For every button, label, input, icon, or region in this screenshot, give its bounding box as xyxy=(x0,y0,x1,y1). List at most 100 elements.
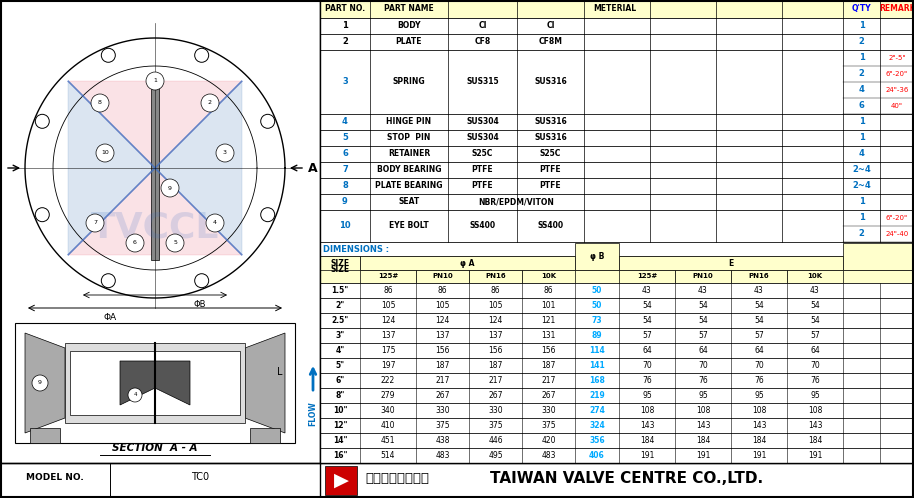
Text: ▶: ▶ xyxy=(334,471,348,490)
Text: BODY: BODY xyxy=(398,21,420,30)
Circle shape xyxy=(128,388,142,402)
Bar xyxy=(320,146,914,162)
Text: MODEL NO.: MODEL NO. xyxy=(27,473,84,482)
Text: 105: 105 xyxy=(435,301,450,310)
Text: 191: 191 xyxy=(696,451,710,460)
Text: TVCCL: TVCCL xyxy=(90,211,219,245)
Text: 274: 274 xyxy=(589,406,605,415)
Text: 410: 410 xyxy=(381,421,395,430)
Bar xyxy=(731,270,787,283)
Bar xyxy=(320,478,914,493)
Text: 95: 95 xyxy=(698,391,707,400)
Bar xyxy=(65,343,245,423)
Text: 54: 54 xyxy=(754,316,764,325)
Text: 184: 184 xyxy=(808,436,823,445)
Text: 1: 1 xyxy=(858,214,865,223)
Text: 95: 95 xyxy=(810,391,820,400)
Text: DIMENSIONS :: DIMENSIONS : xyxy=(323,245,389,253)
Circle shape xyxy=(206,214,224,232)
Text: 64: 64 xyxy=(810,346,820,355)
Text: 4: 4 xyxy=(858,149,865,158)
Text: PART NAME: PART NAME xyxy=(384,4,434,13)
Text: 1: 1 xyxy=(342,21,348,30)
Bar xyxy=(843,243,914,270)
Text: 108: 108 xyxy=(640,406,654,415)
Text: SS400: SS400 xyxy=(537,222,564,231)
Text: 483: 483 xyxy=(541,451,556,460)
Text: 43: 43 xyxy=(754,286,764,295)
Text: 451: 451 xyxy=(381,436,395,445)
Bar xyxy=(320,283,914,298)
Text: 203: 203 xyxy=(751,466,766,475)
Text: 73: 73 xyxy=(591,316,602,325)
Text: 1: 1 xyxy=(858,118,865,126)
Text: 10": 10" xyxy=(333,406,347,415)
Text: 24": 24" xyxy=(333,496,347,498)
Text: 222: 222 xyxy=(808,496,822,498)
Text: 9: 9 xyxy=(168,185,172,191)
Text: TC0: TC0 xyxy=(191,472,209,482)
Text: 2: 2 xyxy=(858,70,865,79)
Text: A: A xyxy=(0,161,2,174)
Circle shape xyxy=(146,72,164,90)
Text: 3: 3 xyxy=(342,78,348,87)
Text: PTFE: PTFE xyxy=(539,165,561,174)
Text: SIZE: SIZE xyxy=(331,265,349,274)
Text: 124: 124 xyxy=(381,316,395,325)
Text: SPRING: SPRING xyxy=(393,78,425,87)
Bar xyxy=(320,18,914,34)
Text: 4": 4" xyxy=(335,346,345,355)
Text: 76: 76 xyxy=(643,376,652,385)
Text: SEAT: SEAT xyxy=(399,198,420,207)
Text: ΦA: ΦA xyxy=(103,313,117,322)
Text: 213: 213 xyxy=(696,481,710,490)
Text: PTFE: PTFE xyxy=(472,181,494,191)
Text: 5: 5 xyxy=(173,241,177,246)
Polygon shape xyxy=(155,361,190,405)
Text: ΦB: ΦB xyxy=(194,300,207,309)
Text: 3": 3" xyxy=(335,331,345,340)
Text: SUS315: SUS315 xyxy=(466,78,499,87)
Text: SS400: SS400 xyxy=(470,222,495,231)
Circle shape xyxy=(101,274,115,288)
Text: 213: 213 xyxy=(808,481,823,490)
Bar xyxy=(320,50,914,114)
Text: 6"-20": 6"-20" xyxy=(886,215,909,221)
Bar xyxy=(575,243,619,270)
Text: CI: CI xyxy=(478,21,487,30)
Text: FLOW: FLOW xyxy=(309,401,317,426)
Text: 2: 2 xyxy=(342,37,348,46)
Bar xyxy=(320,388,914,403)
Text: 168: 168 xyxy=(589,376,605,385)
Text: 125#: 125# xyxy=(637,273,657,279)
Text: PN16: PN16 xyxy=(749,273,770,279)
Text: 3: 3 xyxy=(223,150,227,155)
Text: SECTION  A - A: SECTION A - A xyxy=(112,443,197,453)
Bar xyxy=(320,343,914,358)
Text: 8: 8 xyxy=(342,181,348,191)
Polygon shape xyxy=(69,81,155,254)
Text: 1: 1 xyxy=(858,133,865,142)
Text: 108: 108 xyxy=(696,406,710,415)
Text: 137: 137 xyxy=(381,331,395,340)
Bar xyxy=(619,270,675,283)
Circle shape xyxy=(260,115,275,128)
Text: A: A xyxy=(308,161,318,174)
Text: 10K: 10K xyxy=(807,273,823,279)
Text: 9: 9 xyxy=(38,380,42,385)
Text: 731: 731 xyxy=(488,496,503,498)
Text: SUS304: SUS304 xyxy=(466,133,499,142)
Bar xyxy=(522,270,575,283)
Text: 8": 8" xyxy=(335,391,345,400)
Text: 14": 14" xyxy=(333,436,347,445)
Text: PTFE: PTFE xyxy=(472,165,494,174)
Bar xyxy=(469,270,522,283)
Text: 592: 592 xyxy=(541,481,556,490)
Text: 1: 1 xyxy=(858,198,865,207)
Text: 538: 538 xyxy=(435,466,450,475)
Circle shape xyxy=(195,274,208,288)
Text: 24"-40: 24"-40 xyxy=(886,231,909,237)
Text: 4: 4 xyxy=(342,118,348,126)
Text: 50: 50 xyxy=(591,301,602,310)
Text: φ A: φ A xyxy=(461,258,474,267)
